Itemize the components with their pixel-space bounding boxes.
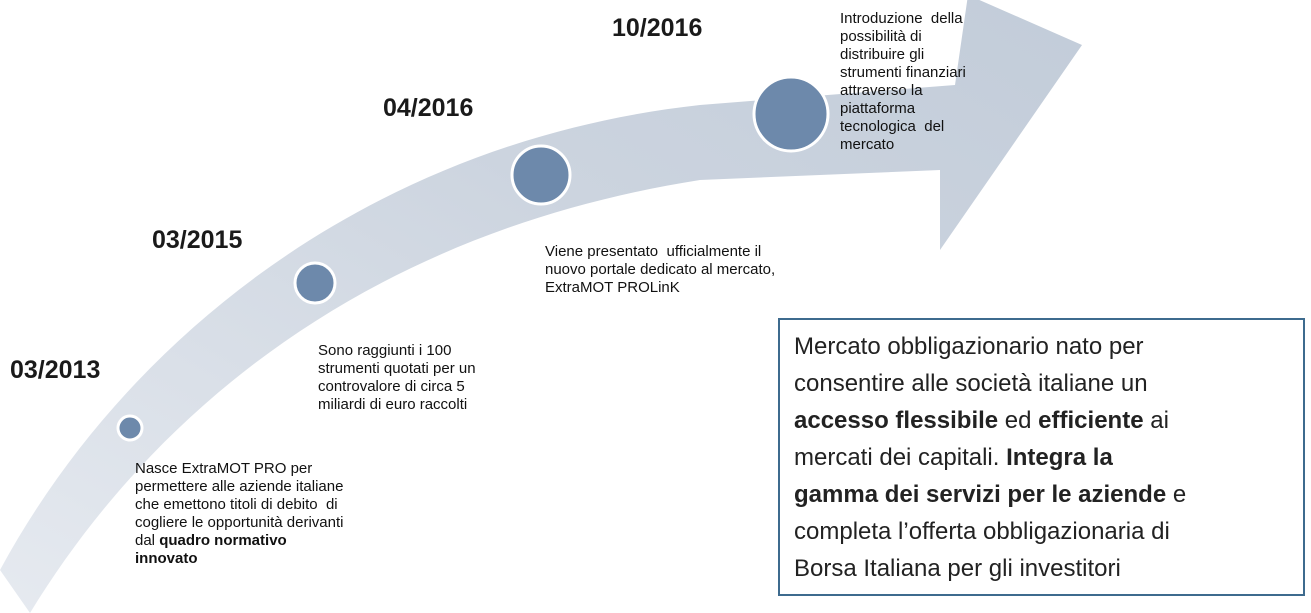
milestone-date: 03/2015 (152, 226, 243, 254)
milestone-description: Sono raggiunti i 100 strumenti quotati pe… (318, 342, 476, 414)
text-run: controvalore di circa 5 (318, 378, 465, 395)
bold-text: Integra la (1006, 444, 1113, 471)
text-line: Mercato obbligazionario nato per (794, 328, 1303, 365)
bold-text: quadro normativo (159, 532, 287, 549)
text-line: mercati dei capitali. Integra la (794, 439, 1303, 476)
text-run: ExtraMOT PROLinK (545, 279, 680, 296)
text-line: piattaforma (840, 100, 966, 118)
text-line: mercato (840, 136, 966, 154)
text-line: strumenti finanziari (840, 64, 966, 82)
text-line: nuovo portale dedicato al mercato, (545, 261, 775, 279)
text-line: consentire alle società italiane un (794, 365, 1303, 402)
text-run: consentire alle società italiane un (794, 370, 1148, 397)
text-line: Borsa Italiana per gli investitori (794, 550, 1303, 587)
text-line: Sono raggiunti i 100 (318, 342, 476, 360)
milestone-dot (752, 75, 830, 153)
info-box: Mercato obbligazionario nato per consenti… (778, 318, 1305, 596)
text-line: miliardi di euro raccolti (318, 396, 476, 414)
milestone-description: Introduzione della possibilità di distribu… (840, 10, 966, 154)
text-line: ExtraMOT PROLinK (545, 279, 775, 297)
text-line: possibilità di (840, 28, 966, 46)
text-line: permettere alle aziende italiane (135, 478, 343, 496)
text-run: dal (135, 532, 160, 549)
text-line: dal quadro normativo (135, 532, 343, 550)
text-run: che emettono titoli di debito di (135, 496, 338, 513)
milestone-dots (116, 75, 830, 442)
bold-text: innovato (135, 550, 198, 567)
milestone-dot (510, 144, 572, 206)
curved-arrow (0, 0, 1082, 613)
text-line: tecnologica del (840, 118, 966, 136)
text-run: distribuire gli (840, 46, 925, 63)
text-run: piattaforma (840, 100, 916, 117)
text-line: innovato (135, 550, 343, 568)
text-line: accesso flessibile ed efficiente ai (794, 402, 1303, 439)
text-line: attraverso la (840, 82, 966, 100)
text-run: strumenti finanziari (840, 64, 966, 81)
text-line: gamma dei servizi per le aziende e (794, 476, 1303, 513)
text-line: Introduzione della (840, 10, 966, 28)
text-run: tecnologica del (840, 118, 945, 135)
text-line: che emettono titoli di debito di (135, 496, 343, 514)
text-line: Nasce ExtraMOT PRO per (135, 460, 343, 478)
bold-text: efficiente (1038, 407, 1144, 434)
text-run: Borsa Italiana per gli investitori (794, 555, 1121, 582)
text-run: strumenti quotati per un (318, 360, 476, 377)
milestone-description: Viene presentato ufficialmente il nuovo p… (545, 243, 775, 297)
text-run: Mercato obbligazionario nato per (794, 333, 1144, 360)
text-run: nuovo portale dedicato al mercato, (545, 261, 776, 278)
milestone-date: 03/2013 (10, 356, 101, 384)
milestone-dot (293, 261, 337, 305)
text-line: controvalore di circa 5 (318, 378, 476, 396)
bold-text: accesso flessibile (794, 407, 999, 434)
text-run: mercati dei capitali. (794, 444, 1007, 471)
text-run: ed (998, 407, 1039, 434)
text-run: e (1166, 481, 1187, 508)
text-run: Viene presentato ufficialmente il (545, 243, 762, 260)
bold-text: gamma dei servizi per le aziende (794, 481, 1167, 508)
text-run: Nasce ExtraMOT PRO per (135, 460, 313, 477)
text-run: possibilità di (840, 28, 922, 45)
text-line: strumenti quotati per un (318, 360, 476, 378)
text-run: mercato (840, 136, 895, 153)
milestone-description: Nasce ExtraMOT PRO per permettere alle az… (135, 460, 343, 568)
text-line: Viene presentato ufficialmente il (545, 243, 775, 261)
milestone-date: 10/2016 (612, 14, 703, 42)
milestone-dot (116, 414, 144, 442)
milestone-date: 04/2016 (383, 94, 474, 122)
text-run: attraverso la (840, 82, 923, 99)
text-line: cogliere le opportunità derivanti (135, 514, 343, 532)
text-run: completa l’offerta obbligazionaria di (794, 518, 1170, 545)
text-run: cogliere le opportunità derivanti (135, 514, 344, 531)
text-run: ai (1143, 407, 1169, 434)
text-line: distribuire gli (840, 46, 966, 64)
text-run: Sono raggiunti i 100 (318, 342, 452, 359)
text-run: permettere alle aziende italiane (135, 478, 344, 495)
text-run: Introduzione della (840, 10, 963, 27)
text-run: miliardi di euro raccolti (318, 396, 468, 413)
text-line: completa l’offerta obbligazionaria di (794, 513, 1303, 550)
